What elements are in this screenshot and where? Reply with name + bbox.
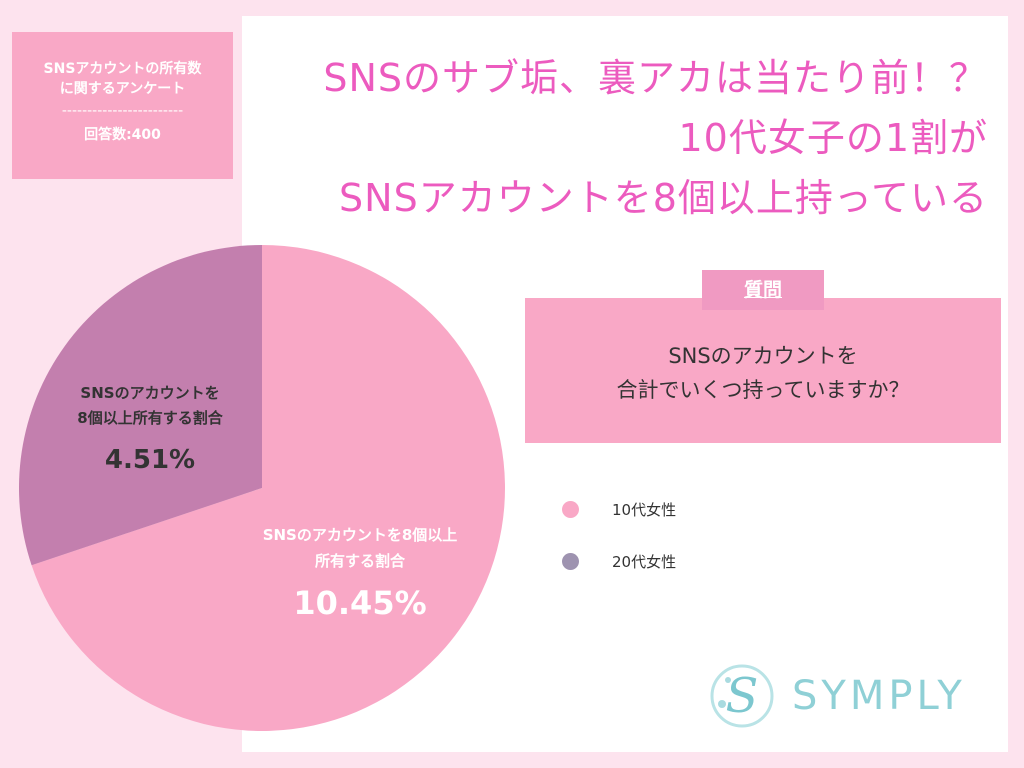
chart-legend: 10代女性 20代女性 bbox=[562, 497, 676, 601]
headline-line1: SNSのサブ垢、裏アカは当たり前！？ bbox=[323, 56, 988, 100]
slice-value-label-1: 10.45% bbox=[293, 584, 426, 622]
slice-label-line2-2: 8個以上所有する割合 bbox=[77, 409, 223, 427]
question-label: 質問 bbox=[702, 270, 824, 310]
pie-slice-2 bbox=[18, 245, 262, 566]
survey-respondents: 回答数:400 bbox=[84, 127, 161, 143]
slice-label-line1-2: SNSのアカウントを bbox=[80, 384, 219, 402]
legend-item-1: 10代女性 bbox=[562, 497, 676, 521]
survey-separator: ------------------------ bbox=[61, 103, 184, 119]
legend-item-2: 20代女性 bbox=[562, 549, 676, 573]
headline-line3: SNSアカウントを8個以上持っている bbox=[339, 176, 988, 220]
question-line1: SNSのアカウントを bbox=[668, 344, 858, 368]
legend-label-1: 10代女性 bbox=[612, 500, 677, 519]
slice-value-label-2: 4.51% bbox=[105, 445, 195, 475]
survey-title-line1: SNSアカウントの所有数 bbox=[43, 61, 202, 77]
pie-slice-1 bbox=[31, 245, 505, 731]
symply-emblem-icon: S bbox=[710, 664, 774, 728]
slice-label-line1-1: SNSのアカウントを8個以上 bbox=[263, 526, 458, 544]
svg-text:S: S bbox=[726, 668, 759, 724]
headline-line2: 10代女子の1割が bbox=[678, 116, 988, 160]
headline: SNSのサブ垢、裏アカは当たり前！？ 10代女子の1割が SNSアカウントを8個… bbox=[258, 48, 988, 228]
brand-logo: S SYMPLY bbox=[706, 660, 966, 732]
question-line2: 合計でいくつ持っていますか？ bbox=[616, 378, 910, 402]
logo-text: SYMPLY bbox=[792, 673, 966, 719]
slice-label-line2-1: 所有する割合 bbox=[315, 552, 406, 570]
question-box: SNSのアカウントを 合計でいくつ持っていますか？ bbox=[525, 298, 1001, 443]
legend-swatch-2 bbox=[562, 552, 579, 570]
legend-swatch-1 bbox=[562, 500, 579, 518]
survey-info-box: SNSアカウントの所有数 に関するアンケート -----------------… bbox=[12, 32, 233, 179]
legend-label-2: 20代女性 bbox=[612, 552, 677, 571]
survey-title-line2: に関するアンケート bbox=[59, 81, 186, 97]
